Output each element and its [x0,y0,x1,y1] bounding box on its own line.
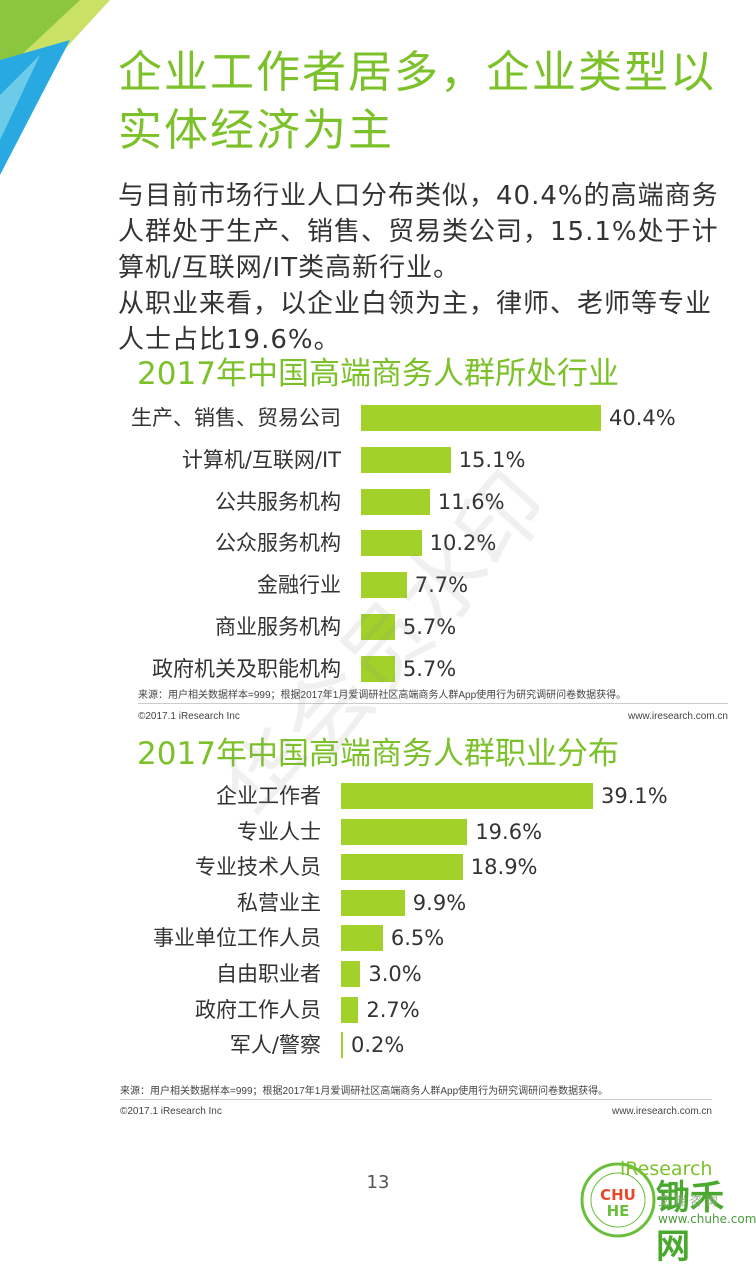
svg-text:CHU: CHU [600,1186,636,1204]
bar [341,925,383,952]
bar-label: 企业工作者 [216,784,321,808]
chart-row: 专业人士 19.6% [0,817,756,847]
intro-paragraph-1: 与目前市场行业人口分布类似，40.4%的高端商务人群处于生产、销售、贸易类公司，… [118,181,719,283]
chart-row: 事业单位工作人员 6.5% [0,923,756,953]
bar [361,488,430,515]
bar-label: 公共服务机构 [215,489,341,514]
bar-label: 专业人士 [237,819,321,844]
chart-row: 企业工作者 39.1% [0,781,756,811]
intro-paragraph-2: 从职业来看，以企业白领为主，律师、老师等专业人士占比19.6%。 [118,289,713,355]
chart2-divider [120,1099,712,1100]
bar-value-label: 19.6% [475,819,543,844]
chart1-site: www.iresearch.com.cn [627,711,728,722]
chart-row: 商业服务机构 5.7% [0,612,756,642]
chart-row: 军人/警察 0.2% [0,1030,756,1060]
chart-row: 公众服务机构 10.2% [0,528,756,558]
chart-row: 专业技术人员 18.9% [0,852,756,882]
bar-value-label: 39.1% [601,784,668,808]
chuhe-seal-icon: CHU HE [580,1162,656,1238]
bar [361,655,395,682]
bar [341,889,405,916]
bar [341,783,593,809]
bar [361,446,451,473]
bar [341,996,359,1023]
bar-value-label: 5.7% [402,615,457,639]
bar-label: 自由职业者 [216,962,321,986]
bar-value-label: 15.1% [458,447,526,472]
chart-row: 金融行业 7.7% [0,570,756,600]
logo-subtitle: 艾 瑞 咨 询 [658,1194,718,1208]
chart1-title: 2017年中国高端商务人群所处行业 [137,356,619,392]
bar [341,818,468,845]
chart2-title: 2017年中国高端商务人群职业分布 [137,736,619,772]
chart-row: 公共服务机构 11.6% [0,487,756,517]
occupation-bar-chart: 企业工作者 39.1% 专业人士 19.6% 专业技术人员 18.9% 私营业主 9.9% 事业… [0,781,756,1061]
logo-site: www.chuhe.com [658,1212,756,1226]
bar-label: 事业单位工作人员 [153,926,321,951]
bar [341,854,463,881]
bar-value-label: 18.9% [470,855,538,880]
intro-text: 与目前市场行业人口分布类似，40.4%的高端商务人群处于生产、销售、贸易类公司，… [118,178,728,358]
bar-label: 公众服务机构 [215,531,341,556]
bar-value-label: 9.9% [412,890,467,915]
bar-label: 军人/警察 [229,1033,321,1058]
industry-bar-chart: 生产、销售、贸易公司 40.4% 计算机/互联网/IT 15.1% 公共服务机构 11.6… [0,403,756,693]
bar [361,614,395,640]
bar-label: 计算机/互联网/IT [181,447,341,472]
chart2-copyright: ©2017.1 iResearch Inc [120,1106,222,1117]
bar [361,405,601,431]
bar [361,572,407,599]
bar-label: 商业服务机构 [215,615,341,639]
bar-value-label: 40.4% [609,406,676,430]
logo-research-text: iResearch [620,1158,713,1180]
chart-row: 计算机/互联网/IT 15.1% [0,445,756,475]
chart-row: 生产、销售、贸易公司 40.4% [0,403,756,433]
bar-value-label: 2.7% [366,997,420,1022]
chart-row: 自由职业者 3.0% [0,959,756,989]
bar-value-label: 11.6% [437,489,505,514]
chart1-source-note: 来源：用户相关数据样本=999；根据2017年1月爱调研社区高端商务人群App使… [138,690,627,701]
bar-label: 私营业主 [237,890,321,915]
bar-value-label: 5.7% [402,656,457,681]
chart-row: 政府工作人员 2.7% [0,995,756,1025]
bar-value-label: 6.5% [390,926,445,951]
page-title: 企业工作者居多，企业类型以 实体经济为主 [118,44,738,160]
bar [341,961,361,987]
chart-row: 政府机关及职能机构 5.7% [0,654,756,684]
bar-label: 生产、销售、贸易公司 [131,406,341,430]
svg-text:HE: HE [607,1202,630,1220]
bar-label: 专业技术人员 [195,855,321,880]
bar-label: 政府机关及职能机构 [152,656,341,681]
page-number: 13 [366,1172,390,1193]
bar [341,1032,343,1059]
title-line-1: 企业工作者居多，企业类型以 [118,47,716,98]
bar-label: 政府工作人员 [195,997,321,1022]
bar-value-label: 3.0% [368,962,422,986]
bar [361,530,422,557]
bar-value-label: 10.2% [429,531,497,556]
bar-value-label: 0.2% [351,1033,405,1058]
bar-value-label: 7.7% [414,573,469,598]
chart1-copyright: ©2017.1 iResearch Inc [138,711,240,722]
chart2-site: www.iresearch.com.cn [611,1106,712,1117]
chart-row: 私营业主 9.9% [0,888,756,918]
site-logo: CHU HE iResearch 锄禾网 艾 瑞 咨 询 www.chuhe.c… [578,1158,756,1267]
chart2-source-note: 来源：用户相关数据样本=999；根据2017年1月爱调研社区高端商务人群App使… [120,1086,609,1097]
corner-decoration [0,0,110,175]
chart1-divider [138,703,728,704]
title-line-2: 实体经济为主 [118,105,394,156]
bar-label: 金融行业 [257,573,341,598]
